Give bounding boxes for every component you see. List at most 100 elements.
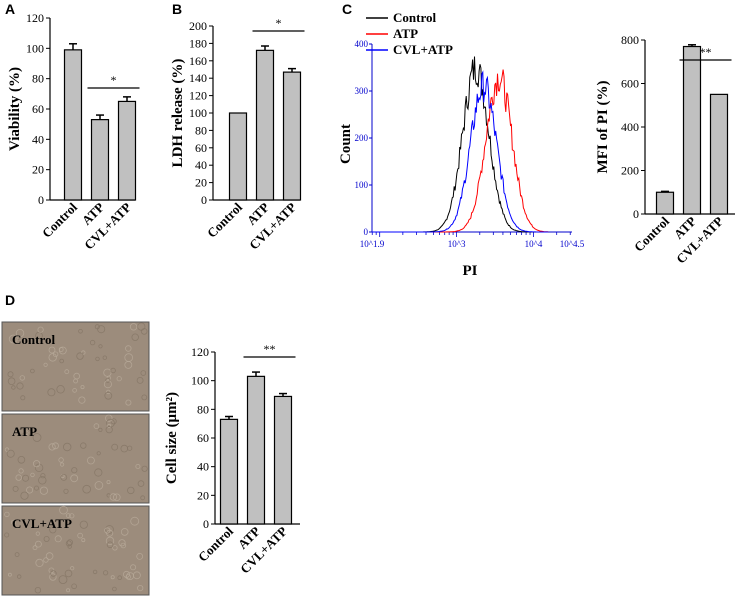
cell-texture — [118, 539, 126, 547]
cell-texture — [22, 474, 30, 482]
cell-texture — [60, 473, 68, 481]
bar-control — [228, 112, 248, 201]
cell-texture — [72, 388, 77, 393]
cell-texture — [58, 347, 64, 352]
x-tick-label: 10^1.9 — [360, 239, 385, 249]
cell-texture — [32, 460, 41, 468]
cell-texture — [95, 356, 100, 362]
cell-texture — [32, 545, 38, 551]
y-tick-label: 60 — [32, 102, 44, 116]
cell-texture — [79, 520, 88, 529]
cell-texture — [137, 480, 145, 487]
cell-texture — [20, 395, 26, 401]
cell-texture — [92, 569, 98, 575]
cell-texture — [76, 352, 84, 360]
category-label: Control — [204, 199, 245, 240]
cell-texture — [15, 329, 25, 338]
y-tick-label: 400 — [355, 39, 369, 49]
cell-texture — [125, 345, 132, 352]
cell-texture — [38, 476, 47, 485]
y-tick-label: 0 — [633, 207, 639, 221]
cell-texture — [30, 472, 35, 478]
y-tick-label: 0 — [364, 227, 369, 237]
series-control — [372, 56, 549, 233]
bar-cvl-atp — [282, 71, 302, 201]
panel-label-a: A — [5, 1, 15, 17]
series-atp — [372, 69, 549, 233]
cell-texture — [17, 574, 22, 579]
cell-texture — [58, 575, 68, 584]
y-tick-label: 60 — [197, 431, 209, 445]
y-tick-label: 80 — [195, 123, 207, 137]
y-axis-label: LDH release (%) — [170, 59, 186, 168]
cell-texture — [43, 536, 50, 543]
cell-texture — [71, 583, 77, 590]
cell-texture — [77, 532, 83, 539]
cell-texture — [20, 491, 29, 500]
cell-texture — [4, 511, 10, 518]
y-tick-label: 40 — [195, 158, 207, 172]
cell-texture — [78, 396, 86, 404]
cell-texture — [14, 552, 20, 557]
micrograph-label: CVL+ATP — [12, 516, 72, 531]
cell-texture — [62, 442, 72, 452]
cell-texture — [110, 575, 115, 580]
cell-texture — [136, 553, 144, 560]
cell-texture — [98, 427, 103, 432]
cell-texture — [127, 486, 135, 495]
cell-texture — [37, 326, 44, 333]
y-axis-label: Cell size (μm²) — [164, 392, 180, 484]
x-tick-label: 10^4 — [525, 239, 543, 249]
significance-marker: ** — [264, 342, 276, 356]
cell-texture — [56, 385, 65, 394]
cell-texture — [34, 463, 44, 472]
cell-texture — [64, 369, 70, 375]
bar-atp — [255, 49, 275, 201]
cell-texture — [45, 552, 54, 560]
cell-texture — [64, 569, 73, 578]
y-tick-label: 120 — [189, 89, 207, 103]
cell-texture — [70, 474, 79, 483]
bar-cvl-atp — [273, 395, 293, 525]
cell-texture — [98, 344, 103, 349]
y-tick-label: 400 — [621, 120, 639, 134]
cell-texture — [112, 545, 118, 551]
significance-marker: * — [276, 16, 282, 30]
cell-texture — [140, 495, 146, 501]
x-axis-label: PI — [463, 263, 478, 279]
cell-texture — [59, 505, 68, 515]
bar-cvl-atp — [709, 93, 729, 215]
cell-texture — [67, 544, 72, 549]
legend-label: Control — [393, 10, 436, 25]
y-tick-label: 600 — [621, 77, 639, 91]
cell-texture — [132, 571, 141, 580]
cell-texture — [16, 335, 21, 340]
y-tick-label: 140 — [189, 71, 207, 85]
cell-texture — [96, 451, 101, 456]
cell-texture — [94, 481, 104, 490]
cell-texture — [130, 516, 140, 526]
y-tick-label: 20 — [195, 176, 207, 190]
y-tick-label: 300 — [355, 86, 369, 96]
cell-texture — [63, 488, 69, 494]
cell-texture — [105, 536, 115, 546]
cell-texture — [49, 526, 57, 534]
y-tick-label: 60 — [195, 141, 207, 155]
cell-texture — [129, 323, 138, 331]
cell-texture — [124, 353, 133, 362]
cell-texture — [35, 558, 44, 568]
y-tick-label: 120 — [191, 345, 209, 359]
cell-texture — [7, 371, 14, 378]
x-tick-label: 10^4.5 — [560, 239, 585, 249]
cell-texture — [140, 328, 148, 335]
cell-texture — [116, 376, 122, 382]
cell-texture — [81, 538, 86, 543]
cell-texture — [135, 463, 141, 469]
cell-texture — [78, 328, 83, 334]
panel-d-micrographs: D Control ATP CVL+ATP — [1, 292, 150, 596]
cell-texture — [52, 442, 59, 450]
cell-texture — [48, 346, 56, 354]
